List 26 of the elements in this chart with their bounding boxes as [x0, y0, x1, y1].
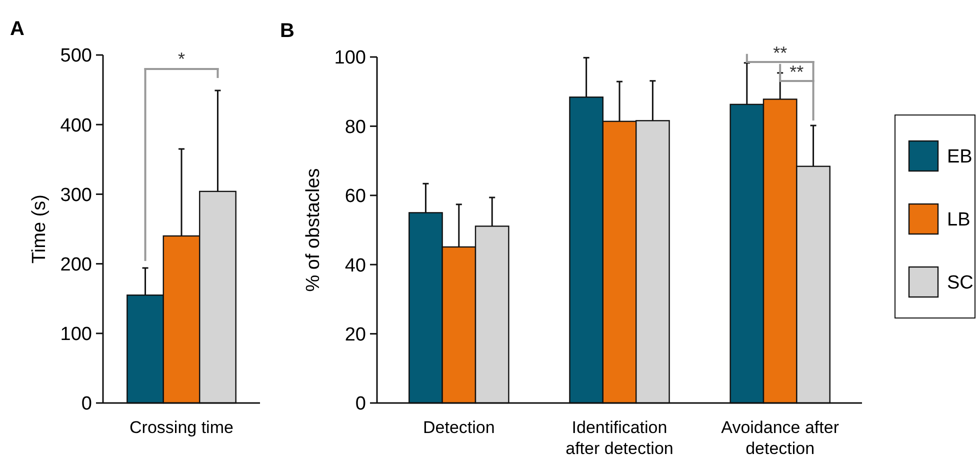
y-tick-label: 400 — [60, 115, 92, 136]
y-tick-label: 0 — [355, 394, 366, 415]
y-tick-label: 60 — [344, 186, 366, 208]
x-tick-label: Avoidance after detection — [721, 418, 840, 458]
x-tick-label: Detection — [422, 418, 495, 437]
legend-label: LB — [947, 210, 970, 231]
y-tick-label: 500 — [60, 46, 92, 67]
chart-title: A — [10, 18, 24, 40]
y-tick-label: 100 — [60, 324, 92, 346]
legend-label: SC — [947, 272, 974, 294]
x-tick-label: Crossing time — [130, 418, 234, 437]
x-tick-label: Identification after detection — [566, 418, 674, 458]
y-tick-label: 80 — [344, 116, 366, 138]
y-tick-label: 40 — [344, 255, 366, 276]
y-axis-title: % of obstacles — [303, 168, 324, 292]
legend-label: EB — [947, 146, 972, 168]
annotation: ** — [773, 43, 788, 63]
y-tick-label: 100 — [334, 48, 366, 69]
y-tick-label: 0 — [81, 394, 92, 415]
y-axis-title: Time (s) — [29, 194, 50, 264]
y-tick-label: 300 — [60, 184, 92, 206]
y-tick-label: 200 — [60, 254, 92, 276]
annotation: * — [178, 49, 186, 69]
chart-title: B — [280, 20, 294, 42]
annotation: ** — [790, 62, 804, 82]
y-tick-label: 20 — [344, 324, 366, 346]
